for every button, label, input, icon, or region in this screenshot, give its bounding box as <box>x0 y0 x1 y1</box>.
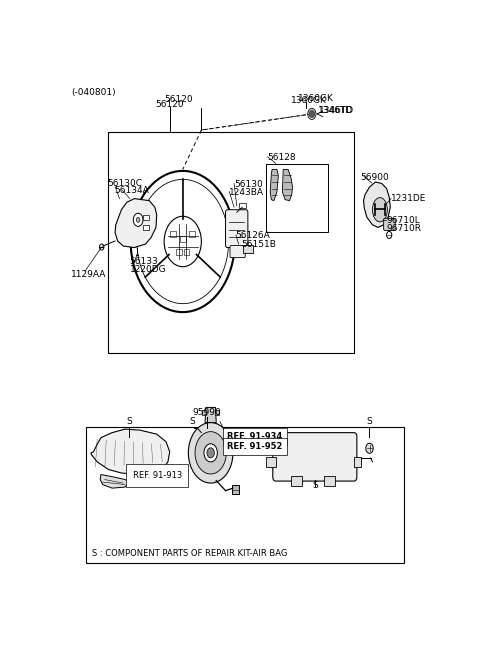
Bar <box>266 164 328 233</box>
Bar <box>108 132 354 354</box>
Text: 1346TD: 1346TD <box>319 106 354 115</box>
Text: 96710L: 96710L <box>386 216 420 225</box>
Polygon shape <box>115 198 156 248</box>
Text: REF. 91-952: REF. 91-952 <box>228 441 283 451</box>
Bar <box>86 426 404 563</box>
Text: 1220DG: 1220DG <box>130 265 166 274</box>
Bar <box>243 245 252 253</box>
Circle shape <box>195 432 226 474</box>
Text: 1360GK: 1360GK <box>291 96 327 105</box>
Bar <box>290 476 302 486</box>
Text: 1129AA: 1129AA <box>71 270 107 279</box>
Circle shape <box>309 111 314 117</box>
Text: 96710R: 96710R <box>386 224 421 233</box>
Text: 56130: 56130 <box>234 180 263 189</box>
Bar <box>180 236 186 242</box>
Circle shape <box>188 422 233 483</box>
Text: 95990: 95990 <box>192 407 221 417</box>
Bar <box>189 231 195 237</box>
FancyBboxPatch shape <box>273 433 357 481</box>
Text: 1231DE: 1231DE <box>391 194 426 203</box>
FancyBboxPatch shape <box>226 210 248 248</box>
FancyBboxPatch shape <box>230 246 245 257</box>
Bar <box>170 231 177 237</box>
Bar <box>176 248 182 255</box>
Text: 56134A: 56134A <box>115 186 149 195</box>
Polygon shape <box>270 170 278 200</box>
Polygon shape <box>205 407 216 422</box>
Bar <box>324 476 335 486</box>
Text: S: S <box>312 481 318 490</box>
Polygon shape <box>282 170 292 200</box>
Circle shape <box>366 443 373 453</box>
Circle shape <box>207 448 215 458</box>
Text: 56133: 56133 <box>130 257 158 266</box>
Text: REF. 91-934: REF. 91-934 <box>228 432 283 441</box>
Text: 56130C: 56130C <box>108 179 143 187</box>
Text: 56151B: 56151B <box>241 240 276 248</box>
Bar <box>143 215 149 220</box>
Text: 56126A: 56126A <box>236 231 270 240</box>
Ellipse shape <box>372 198 387 222</box>
Polygon shape <box>91 429 170 474</box>
Text: 56120: 56120 <box>165 95 193 104</box>
Text: S : COMPONENT PARTS OF REPAIR KIT-AIR BAG: S : COMPONENT PARTS OF REPAIR KIT-AIR BA… <box>92 549 287 558</box>
Circle shape <box>136 217 140 222</box>
Text: (-040801): (-040801) <box>71 88 116 97</box>
Circle shape <box>133 214 143 227</box>
Bar <box>239 203 246 208</box>
Text: S: S <box>126 417 132 426</box>
Bar <box>203 410 206 415</box>
Text: 56120: 56120 <box>156 100 184 109</box>
Text: S: S <box>366 417 372 426</box>
Bar <box>143 225 149 230</box>
Polygon shape <box>363 182 390 227</box>
Circle shape <box>204 443 217 462</box>
Text: 1243BA: 1243BA <box>229 188 264 197</box>
Bar <box>354 457 361 467</box>
Text: REF. 91-913: REF. 91-913 <box>132 471 182 480</box>
FancyBboxPatch shape <box>384 218 395 231</box>
Bar <box>216 410 219 415</box>
Text: 1346TD: 1346TD <box>318 106 353 115</box>
Bar <box>232 485 239 494</box>
Bar <box>266 457 276 467</box>
Text: 56128: 56128 <box>267 153 296 162</box>
Text: S: S <box>189 417 195 426</box>
Text: 1360GK: 1360GK <box>298 94 334 103</box>
Text: 56900: 56900 <box>360 174 389 183</box>
Polygon shape <box>100 474 129 488</box>
Bar <box>183 248 190 255</box>
